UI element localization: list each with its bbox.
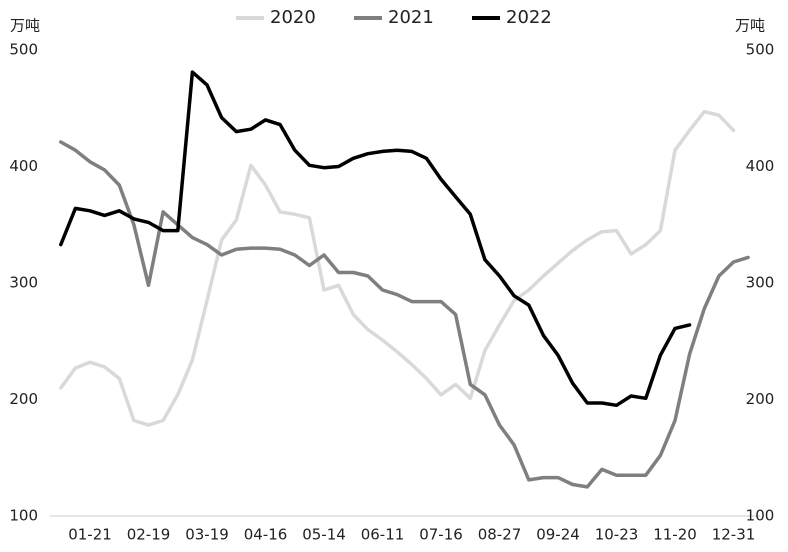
y-tick-label: 200 xyxy=(9,390,38,408)
y-tick-label: 100 xyxy=(9,507,38,525)
y2-tick-label: 300 xyxy=(746,274,775,292)
x-tick-label: 10-23 xyxy=(595,526,639,544)
x-tick-label: 01-21 xyxy=(68,526,112,544)
series-line xyxy=(59,140,750,489)
legend-label: 2022 xyxy=(506,7,552,28)
series-line xyxy=(59,109,736,427)
y-tick-label: 500 xyxy=(9,41,38,59)
x-tick-label: 12-31 xyxy=(712,526,756,544)
y-tick-label: 400 xyxy=(9,157,38,175)
legend-label: 2021 xyxy=(388,7,434,28)
y-tick-label: 300 xyxy=(9,274,38,292)
x-tick-label: 11-20 xyxy=(653,526,697,544)
y2-axis-label: 万吨 xyxy=(735,17,765,35)
series-line xyxy=(59,70,692,408)
y2-tick-label: 500 xyxy=(746,41,775,59)
y2-tick-label: 100 xyxy=(746,507,775,525)
x-tick-label: 04-16 xyxy=(244,526,288,544)
y2-tick-label: 200 xyxy=(746,390,775,408)
y2-tick-label: 400 xyxy=(746,157,775,175)
x-tick-label: 09-24 xyxy=(536,526,580,544)
x-tick-label: 03-19 xyxy=(185,526,229,544)
x-tick-label: 07-16 xyxy=(419,526,463,544)
x-tick-label: 02-19 xyxy=(127,526,171,544)
x-tick-label: 08-27 xyxy=(478,526,522,544)
y-axis-label: 万吨 xyxy=(10,17,40,35)
x-tick-label: 05-14 xyxy=(302,526,346,544)
x-tick-label: 06-11 xyxy=(361,526,405,544)
legend-label: 2020 xyxy=(270,7,316,28)
